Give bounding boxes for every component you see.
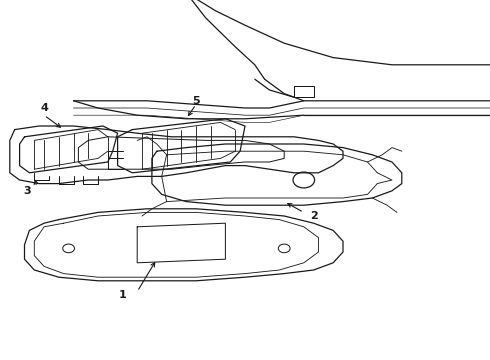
Text: 1: 1 [119,290,126,300]
Text: 5: 5 [192,96,200,106]
Text: 4: 4 [40,103,48,113]
Text: 2: 2 [310,211,318,221]
Text: 3: 3 [23,186,31,196]
